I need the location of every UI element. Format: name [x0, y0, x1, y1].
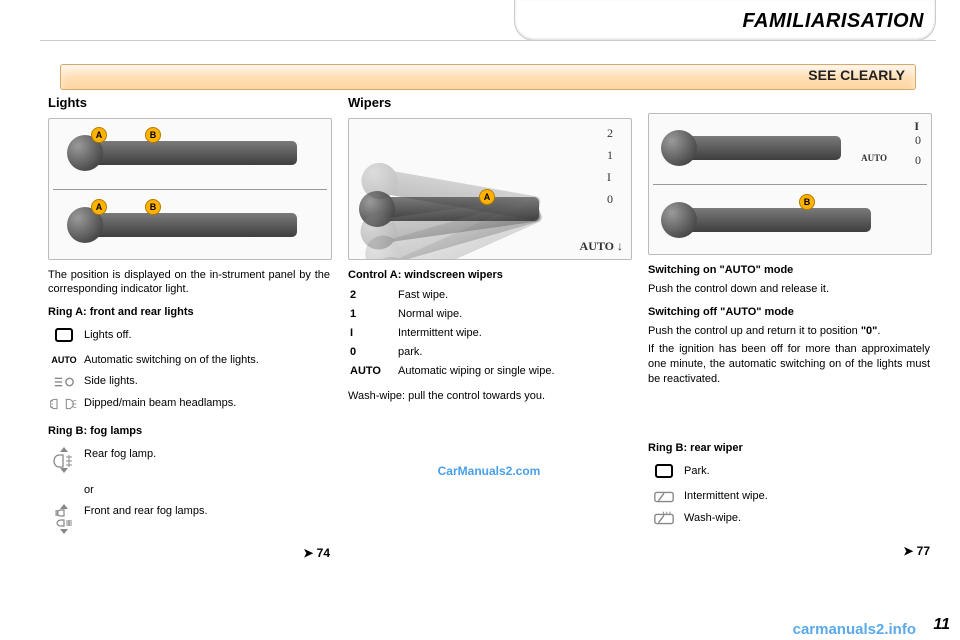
rear-int: Intermittent wipe. — [684, 487, 772, 507]
ring-b-both: Front and rear fog lamps. — [84, 502, 212, 541]
ring-a-auto: Automatic switching on of the lights. — [84, 351, 263, 370]
wiper-marker-a: A — [479, 189, 495, 205]
auto-icon: AUTO — [51, 355, 76, 365]
rear-wash: Wash-wipe. — [684, 509, 772, 529]
rear-fog-icon — [53, 447, 75, 473]
auto-off-text: Push the control up and return it to pos… — [648, 324, 930, 339]
wash-wipe-icon — [653, 511, 675, 527]
ring-a-side: Side lights. — [84, 372, 263, 392]
auto-marker-b: B — [799, 194, 815, 210]
wiper-scale-I: I — [607, 169, 611, 185]
col-lights: Lights A B A B The position is displayed… — [48, 94, 330, 610]
page: FAMILIARISATION SEE CLEARLY Lights A B A… — [0, 0, 960, 640]
auto-note: If the ignition has been off for more th… — [648, 342, 930, 387]
watermark-footer: carmanuals2.info — [793, 621, 916, 638]
lights-title: Lights — [48, 94, 330, 112]
chapter-title: FAMILIARISATION — [742, 10, 924, 33]
section-title: SEE CLEARLY — [808, 67, 905, 83]
marker-a2: A — [91, 199, 107, 215]
rear-park: Park. — [684, 462, 772, 485]
auto-scale-auto: AUTO — [861, 152, 887, 164]
figure-wipers: A 2 1 I 0 AUTO ↓ — [348, 118, 632, 260]
ring-b-title: Ring B: fog lamps — [48, 424, 330, 439]
wash-wipe-text: Wash-wipe: pull the control towards you. — [348, 389, 630, 404]
ring-b-rear: Rear fog lamp. — [84, 445, 212, 480]
wiper-table: 2Fast wipe. 1Normal wipe. IIntermittent … — [348, 286, 561, 382]
ring-a-table: Lights off. AUTO Automatic switching on … — [48, 324, 265, 416]
control-a-title: Control A: windscreen wipers — [348, 268, 630, 283]
figure-lights: A B A B — [48, 118, 332, 260]
ring-a-off: Lights off. — [84, 326, 263, 349]
wiper-scale-2: 2 — [607, 125, 613, 141]
watermark-center: CarManuals2.com — [348, 463, 630, 479]
auto-on-text: Push the control down and release it. — [648, 282, 930, 297]
page-number: 11 — [933, 616, 950, 634]
section-bar: SEE CLEARLY — [60, 64, 916, 90]
sidelights-icon — [53, 374, 75, 390]
headlamps-icon — [50, 396, 78, 412]
marker-a: A — [91, 127, 107, 143]
intermittent-wipe-icon — [653, 489, 675, 505]
content-columns: Lights A B A B The position is displayed… — [48, 94, 930, 610]
wiper-scale-auto: AUTO ↓ — [580, 238, 623, 254]
rear-wiper-table: Park. Intermittent wipe. Wash-wipe. — [648, 460, 774, 531]
col-auto: I 0 AUTO 0 B Switching on "AUTO" mode Pu… — [648, 94, 930, 610]
auto-off-title: Switching off "AUTO" mode — [648, 305, 930, 320]
wiper-scale-0: 0 — [607, 191, 613, 207]
rear-wiper-title: Ring B: rear wiper — [648, 441, 930, 456]
ring-a-dipped: Dipped/main beam headlamps. — [84, 394, 263, 414]
page-ref-left: ➤ 74 — [48, 545, 330, 561]
marker-b: B — [145, 127, 161, 143]
ring-b-or: or — [84, 481, 212, 500]
header-rule — [40, 40, 936, 41]
lights-caption: The position is displayed on the in-stru… — [48, 268, 330, 298]
ring-a-title: Ring A: front and rear lights — [48, 305, 330, 320]
auto-scale-0a: 0 — [915, 132, 921, 148]
auto-scale-0b: 0 — [915, 152, 921, 168]
ring-b-table: Rear fog lamp. or — [48, 443, 214, 544]
wiper-scale-1: 1 — [607, 147, 613, 163]
auto-on-title: Switching on "AUTO" mode — [648, 263, 930, 278]
park-icon — [655, 464, 673, 478]
lights-off-icon — [55, 328, 73, 342]
col-wipers: Wipers A 2 1 I 0 AUTO ↓ Control A: winds… — [348, 94, 630, 610]
wipers-title: Wipers — [348, 94, 630, 112]
page-ref-right: ➤ 77 — [648, 543, 930, 559]
front-rear-fog-icon — [53, 504, 75, 534]
figure-auto: I 0 AUTO 0 B — [648, 113, 932, 255]
marker-b2: B — [145, 199, 161, 215]
